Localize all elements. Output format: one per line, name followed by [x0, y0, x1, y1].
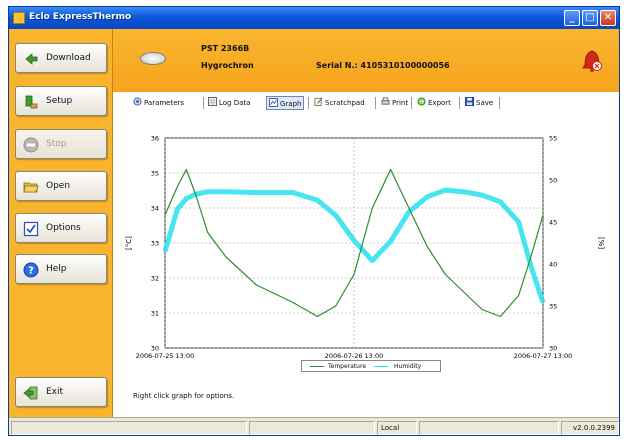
toolbar-separator: [375, 97, 376, 109]
setup-label: Setup: [46, 96, 73, 106]
y2-tick-label: 35: [549, 303, 557, 311]
stop-icon: [23, 137, 39, 153]
y-tick-label: 35: [151, 170, 159, 178]
device-id: PST 2366B: [201, 44, 250, 53]
help-icon: ?: [23, 262, 39, 278]
options-checkbox-icon: [23, 221, 39, 237]
legend-humidity-label: Humidity: [394, 363, 422, 370]
download-icon: [25, 53, 38, 65]
close-button[interactable]: ✕: [600, 10, 616, 26]
minimize-button[interactable]: _: [564, 10, 580, 26]
tab-log-data[interactable]: Log Data: [206, 96, 252, 110]
alarm-bell-icon: [582, 50, 602, 72]
save-label: Save: [476, 99, 494, 107]
y-axis-title: [°C]: [125, 236, 133, 250]
y-tick-label: 32: [151, 275, 159, 283]
exit-button[interactable]: Exit: [15, 377, 107, 407]
toolbar-separator: [459, 97, 460, 109]
tab-scratchpad[interactable]: Scratchpad: [312, 96, 367, 110]
options-label: Options: [46, 223, 81, 233]
sidebar: Download Setup Stop Open: [9, 29, 113, 417]
main-content: Parameters Log Data Graph Scratchpad Pri…: [113, 92, 620, 417]
tab-parameters-label: Parameters: [144, 99, 185, 107]
open-label: Open: [46, 181, 71, 191]
y2-tick-label: 30: [549, 345, 557, 353]
x-tick-label: 2006-07-27 13:00: [514, 352, 573, 360]
download-button[interactable]: Download: [15, 43, 107, 73]
setup-button[interactable]: Setup: [15, 86, 107, 116]
legend-temperature-swatch: [310, 366, 324, 367]
serial-number: Serial N.: 4105310100000056: [316, 61, 450, 70]
y2-tick-label: 55: [549, 135, 557, 143]
tab-log-data-label: Log Data: [219, 99, 251, 107]
toolbar-separator: [499, 97, 500, 109]
help-button[interactable]: ? Help: [15, 254, 107, 284]
y-tick-label: 36: [151, 135, 159, 143]
x-tick-label: 2006-07-26 13:00: [325, 352, 384, 360]
y2-tick-label: 45: [549, 219, 557, 227]
status-version: v2.0.0.2399: [561, 421, 619, 435]
window-title: Eclo ExpressThermo: [29, 12, 132, 22]
y-tick-label: 34: [151, 205, 159, 213]
y2-tick-label: 40: [549, 261, 557, 269]
setup-icon: [25, 95, 38, 109]
status-bar: Local v2.0.0.2399: [9, 417, 619, 435]
device-type: Hygrochron: [201, 61, 254, 70]
status-cell-empty: [249, 421, 375, 435]
printer-icon: [381, 97, 390, 105]
exit-label: Exit: [46, 387, 64, 397]
y-tick-label: 33: [151, 240, 159, 248]
humidity-series-line: [162, 187, 546, 304]
y-tick-label: 30: [151, 345, 159, 353]
graph-icon: [269, 98, 278, 107]
temperature-series-line: [164, 168, 544, 318]
table-icon: [208, 97, 217, 106]
toolbar-separator: [411, 97, 412, 109]
options-button[interactable]: Options: [15, 213, 107, 243]
y-tick-label: 31: [151, 310, 159, 318]
floppy-disk-icon: [465, 97, 474, 106]
stop-label: Stop: [46, 139, 67, 149]
legend-humidity-swatch: [374, 366, 388, 367]
print-label: Print: [392, 99, 409, 107]
parameters-icon: [133, 97, 142, 106]
view-toolbar: Parameters Log Data Graph Scratchpad Pri…: [113, 92, 619, 114]
save-button[interactable]: Save: [463, 96, 495, 110]
graph-hint: Right click graph for options.: [133, 392, 235, 400]
export-button[interactable]: Export: [415, 96, 453, 110]
print-button[interactable]: Print: [379, 96, 410, 110]
status-cell-empty: [419, 421, 559, 435]
tab-graph[interactable]: Graph: [266, 96, 305, 110]
svg-text:?: ?: [28, 266, 34, 277]
legend-temperature-label: Temperature: [328, 363, 367, 370]
chart-legend: Temperature Humidity: [301, 360, 441, 372]
app-icon: [13, 12, 25, 24]
status-mode: Local: [377, 421, 417, 435]
open-button[interactable]: Open: [15, 171, 107, 201]
tab-parameters[interactable]: Parameters: [131, 96, 186, 110]
tab-graph-label: Graph: [280, 100, 302, 108]
folder-open-icon: [23, 182, 39, 193]
y2-tick-label: 50: [549, 177, 557, 185]
x-tick-label: 2006-07-25 13:00: [136, 352, 195, 360]
ibutton-device-icon: [140, 52, 166, 65]
stop-button[interactable]: Stop: [15, 129, 107, 159]
toolbar-separator: [203, 97, 204, 109]
download-label: Download: [46, 53, 91, 63]
status-cell-empty: [11, 421, 247, 435]
export-icon: [417, 97, 426, 106]
toolbar-separator: [308, 97, 309, 109]
app-window: Eclo ExpressThermo _ □ ✕ Download Setup …: [8, 6, 620, 436]
scratchpad-icon: [314, 97, 323, 106]
help-label: Help: [46, 264, 67, 274]
y2-axis-title: [%]: [597, 237, 605, 249]
humidity-temperature-chart[interactable]: 30 31 32 33 34 35 36 30 35 40 45 50 55 2006-07-25 13:…: [113, 114, 620, 362]
maximize-button[interactable]: □: [582, 10, 598, 26]
exit-icon: [23, 386, 38, 400]
tab-scratchpad-label: Scratchpad: [325, 99, 365, 107]
export-label: Export: [428, 99, 451, 107]
title-bar[interactable]: Eclo ExpressThermo _ □ ✕: [9, 7, 619, 29]
device-header: PST 2366B Hygrochron Serial N.: 41053101…: [113, 29, 619, 92]
